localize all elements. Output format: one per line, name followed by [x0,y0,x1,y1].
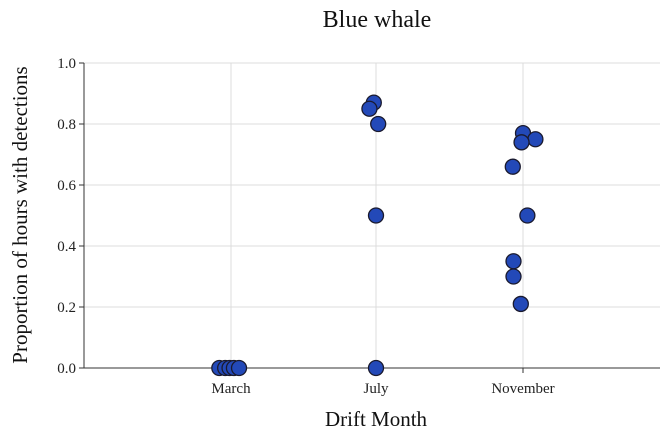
data-point [504,158,521,175]
chart-title: Blue whale [323,7,432,33]
data-point [367,359,385,377]
data-point [367,207,385,224]
data-point [361,100,378,117]
y-tick-label: 0.4 [57,239,76,255]
grid-layer [84,62,660,368]
y-tick-label: 0.6 [57,178,76,194]
data-point [512,295,529,313]
x-tick-label: July [363,381,389,397]
data-point [230,359,248,377]
axis-layer: 0.0 0.2 0.4 0.6 0.8 1.0 March July November [57,56,660,397]
data-point [513,134,530,151]
points-layer [211,94,544,377]
x-tick-label: March [211,381,251,397]
x-axis-label: Drift Month [325,407,428,431]
y-tick-label: 0.2 [57,300,76,316]
data-point [370,115,387,133]
x-tick-label: November [491,381,554,397]
y-tick-label: 1.0 [57,56,76,72]
data-point [519,207,536,224]
y-tick-label: 0.8 [57,117,76,133]
data-point [505,268,522,285]
data-point [527,131,544,148]
y-axis-label: Proportion of hours with detections [8,66,32,363]
y-tick-label: 0.0 [57,361,76,377]
data-point [505,253,522,270]
